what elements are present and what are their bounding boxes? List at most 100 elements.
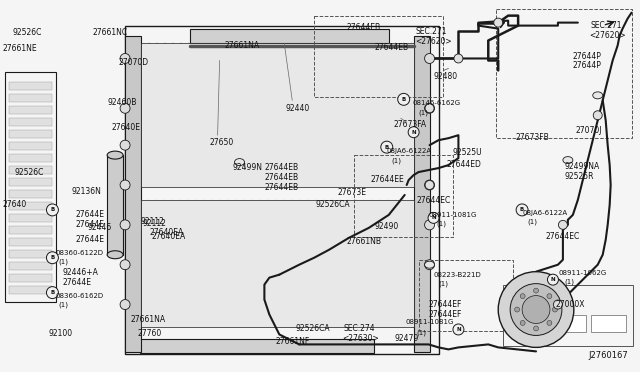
Text: 27661NA: 27661NA (225, 41, 260, 49)
Circle shape (428, 212, 439, 223)
Bar (9, 106, 52, 114)
Circle shape (547, 274, 559, 285)
Bar (9, 190, 52, 198)
Circle shape (424, 180, 435, 190)
Bar (419, 260, 513, 331)
Text: N: N (456, 327, 461, 332)
Bar (9, 118, 52, 126)
Bar (9, 178, 52, 186)
Circle shape (559, 220, 568, 229)
Text: 92499N: 92499N (232, 163, 262, 172)
Bar (9, 250, 52, 258)
Circle shape (424, 220, 435, 230)
Text: 27070J: 27070J (576, 126, 602, 135)
Circle shape (554, 300, 563, 309)
Text: N: N (412, 130, 416, 135)
Text: 92499NA: 92499NA (565, 162, 600, 171)
Text: 27644EC: 27644EC (546, 232, 580, 241)
Text: 27644EB: 27644EB (264, 163, 298, 172)
Circle shape (498, 272, 574, 347)
Bar (4, 73, 56, 302)
Text: 27661NF: 27661NF (275, 337, 310, 346)
Ellipse shape (563, 157, 573, 164)
Text: 92112: 92112 (140, 217, 164, 226)
Text: 27644EC: 27644EC (417, 196, 451, 205)
Text: 27644EB: 27644EB (375, 42, 409, 52)
Circle shape (424, 54, 435, 64)
Text: 08911-1081G: 08911-1081G (406, 320, 454, 326)
Bar (9, 94, 52, 102)
Bar (9, 214, 52, 222)
Text: 27640E: 27640E (111, 123, 140, 132)
Text: 08360-6122D: 08360-6122D (56, 250, 104, 256)
Bar (503, 285, 632, 346)
Text: 27644ED: 27644ED (447, 160, 481, 169)
Text: (1): (1) (417, 330, 427, 336)
Bar (9, 202, 52, 210)
Text: 92136N: 92136N (71, 187, 101, 196)
Text: 92446+A: 92446+A (62, 268, 99, 277)
Circle shape (120, 54, 130, 64)
Text: 27673FA: 27673FA (394, 120, 427, 129)
Text: 92112: 92112 (143, 219, 167, 228)
Text: 27070D: 27070D (118, 58, 148, 67)
Text: 27644E: 27644E (76, 210, 104, 219)
Bar (125, 36, 141, 352)
Circle shape (47, 252, 58, 264)
Circle shape (424, 103, 435, 113)
Bar (591, 314, 625, 333)
Circle shape (516, 204, 528, 216)
Ellipse shape (424, 261, 435, 268)
Circle shape (120, 103, 130, 113)
Text: B: B (51, 290, 54, 295)
Circle shape (397, 93, 410, 105)
Bar (354, 155, 454, 237)
Text: 27644P: 27644P (573, 51, 602, 61)
Circle shape (424, 260, 435, 270)
Text: 92100: 92100 (49, 330, 72, 339)
Text: 27644EE: 27644EE (371, 175, 404, 184)
Circle shape (47, 204, 58, 216)
Text: (1): (1) (527, 219, 537, 225)
Bar (413, 36, 429, 352)
Bar (9, 82, 52, 90)
Bar (9, 154, 52, 162)
Text: B: B (385, 145, 389, 150)
Text: 92480: 92480 (433, 73, 458, 81)
Ellipse shape (593, 92, 603, 99)
Circle shape (515, 307, 520, 312)
Text: 27000X: 27000X (556, 299, 586, 309)
Bar (508, 314, 540, 333)
Bar (125, 26, 438, 355)
Text: 92446: 92446 (87, 223, 111, 232)
Text: 27644E: 27644E (62, 278, 92, 287)
Text: SEC.271: SEC.271 (415, 26, 447, 36)
Bar (141, 200, 413, 327)
Circle shape (520, 294, 525, 299)
Text: 92526CA: 92526CA (315, 200, 349, 209)
Text: 27644EB: 27644EB (264, 183, 298, 192)
Text: 27644EB: 27644EB (264, 173, 298, 182)
Text: 27644E: 27644E (76, 220, 104, 229)
Circle shape (520, 320, 525, 326)
Circle shape (547, 294, 552, 299)
Circle shape (120, 220, 130, 230)
Text: 27661NE: 27661NE (3, 44, 37, 52)
Text: 08911-1062G: 08911-1062G (559, 270, 607, 276)
Text: 92525U: 92525U (452, 148, 482, 157)
Bar (107, 155, 123, 255)
Text: (1): (1) (436, 221, 447, 227)
Circle shape (425, 104, 434, 113)
Text: SEC.271: SEC.271 (591, 20, 622, 30)
Text: 92525R: 92525R (565, 172, 595, 181)
Bar (9, 286, 52, 294)
Circle shape (120, 299, 130, 310)
Text: <27630>: <27630> (342, 334, 379, 343)
Text: 92460B: 92460B (107, 98, 136, 108)
Bar (141, 42, 413, 187)
Text: 27673E: 27673E (337, 188, 366, 197)
Text: 27644EF: 27644EF (429, 299, 462, 309)
Circle shape (425, 180, 434, 189)
Text: 27760: 27760 (137, 330, 161, 339)
Text: 92526C: 92526C (15, 168, 44, 177)
